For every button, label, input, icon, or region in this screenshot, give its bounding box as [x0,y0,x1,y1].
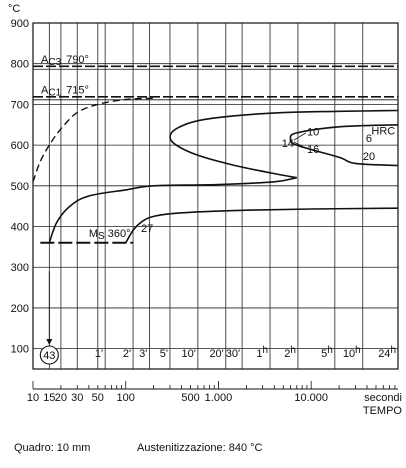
curve-bainite-end [125,207,399,244]
circle-marker [39,345,59,365]
y-tick-label: 200 [11,303,29,315]
footer-quadro: Quadro: 10 mm [14,442,91,454]
x-seconds-tick-label: 10.000 [294,392,328,404]
y-axis-unit: °C [8,3,20,15]
x-time-tick-label: 5' [160,348,168,360]
x-time-tick-label: 3' [139,348,147,360]
reference-lines [33,65,398,244]
x-time-tick-label: 1' [95,348,103,360]
grid-lines [33,23,399,369]
hardness-label: 20 [363,151,375,163]
curve-pearlite [289,124,399,167]
x-seconds-tick-label: 100 [117,392,135,404]
annotations: AC3 790° AC1 715° MS 360° 27 14 10 16 6 20 HRC 43 [39,54,395,365]
x-seconds-unit: secondi [364,392,402,404]
hardness-label: 16 [307,144,319,156]
x-time-tick-label: 10h [343,345,361,360]
x-seconds-tick-label: 500 [181,392,199,404]
x-time-tick-label: 5h [321,345,333,360]
y-tick-label: 800 [11,59,29,71]
axes: 100 200 300 400 500 600 700 800 900 °C 1' 2' 3' 5' 10'… [8,3,402,417]
hardness-label: 14 [282,138,294,150]
x-time-tick-label: 10' [182,348,196,360]
y-tick-label: 700 [11,99,29,111]
hardness-label: 10 [307,127,319,139]
x-seconds-tick-label: 50 [92,392,104,404]
x-time-tick-label: 1h [256,345,268,360]
x-seconds-tick-label: 20 [55,392,67,404]
x-seconds-tick-label: 30 [71,392,83,404]
pointer-line [293,141,307,149]
x-axis-label: TEMPO [363,405,403,417]
x-seconds-tick-label: 1.000 [205,392,233,404]
ref-label-C3: AC3 790° [41,54,89,68]
y-tick-label: 100 [11,344,29,356]
hrc-label: HRC [371,125,395,137]
transformation-curves [32,97,399,244]
hardness-label: 27 [141,223,153,235]
ref-label-C1: AC1 715° [41,84,89,98]
pointer-line [293,132,307,141]
x-time-tick-label: 20' [209,348,223,360]
x-time-tick-label: 2' [123,348,131,360]
y-tick-label: 400 [11,222,29,234]
arrow-head-icon [46,339,53,345]
y-tick-label: 900 [11,18,29,30]
x-seconds-tick-label: 10 [27,392,39,404]
x-seconds-tick-label: 15 [43,392,55,404]
curve-bainite-start [48,176,297,244]
plot-frame [32,22,399,370]
x-time-tick-label: 2h [284,345,296,360]
y-tick-label: 500 [11,181,29,193]
y-tick-label: 300 [11,262,29,274]
y-tick-label: 600 [11,140,29,152]
circled-hardness-label: 43 [43,350,55,362]
curve-ferrite-start [32,97,154,183]
footer-austenitizzazione: Austenitizzazione: 840 °C [137,442,263,454]
x-time-tick-label: 30' [226,348,240,360]
ms-label: MS 360° [89,228,131,242]
hardness-label: 6 [366,133,372,145]
x-time-tick-label: 24h [378,345,396,360]
curve-nose [169,109,399,179]
